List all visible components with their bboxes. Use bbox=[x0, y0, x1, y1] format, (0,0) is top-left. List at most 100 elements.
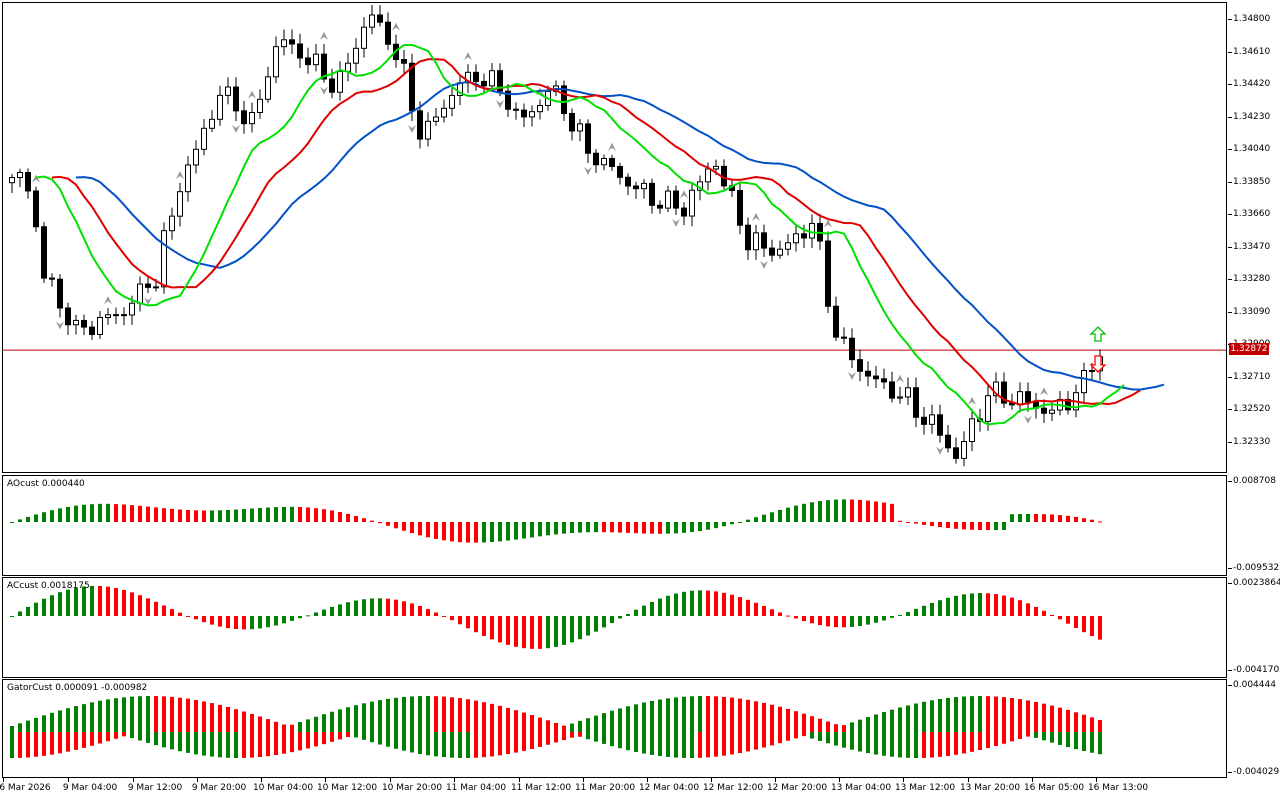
fractal-down-icon bbox=[320, 86, 328, 95]
histogram-bar bbox=[378, 522, 382, 524]
gator-upper-bar bbox=[794, 711, 798, 732]
histogram-bar bbox=[642, 522, 646, 534]
gator-upper-bar bbox=[1058, 707, 1062, 732]
histogram-bar bbox=[418, 606, 422, 616]
gator-lower-bar bbox=[362, 732, 366, 740]
histogram-bar bbox=[546, 522, 550, 536]
arrow-up-outline-icon[interactable] bbox=[1089, 326, 1107, 342]
histogram-bar bbox=[218, 510, 222, 522]
gator-upper-bar bbox=[242, 711, 246, 732]
main-price-pane[interactable] bbox=[2, 2, 1227, 473]
gator-lower-bar bbox=[498, 732, 502, 756]
gator-upper-bar bbox=[1090, 717, 1094, 732]
candle bbox=[1033, 393, 1039, 419]
fractal-up-icon bbox=[320, 31, 328, 40]
histogram-bar bbox=[682, 591, 686, 616]
histogram-bar bbox=[210, 510, 214, 522]
gator-lower-bar bbox=[330, 732, 334, 742]
histogram-bar bbox=[58, 592, 62, 616]
histogram-bar bbox=[466, 616, 470, 629]
gator-lower-bar bbox=[370, 732, 374, 743]
histogram-bar bbox=[730, 522, 734, 525]
histogram-bar bbox=[850, 616, 854, 627]
histogram-bar bbox=[698, 590, 702, 616]
histogram-bar bbox=[1018, 600, 1022, 616]
gator-lower-bar bbox=[426, 732, 430, 756]
candle bbox=[825, 231, 831, 314]
time-axis[interactable]: 6 Mar 2026 9 Mar 04:00 9 Mar 12:00 9 Mar 20… bbox=[0, 778, 1228, 800]
gator-lower-bar bbox=[290, 732, 294, 753]
ac-max-label: 0.0023864 bbox=[1233, 578, 1280, 588]
time-label: 16 Mar 05:00 bbox=[1023, 783, 1085, 793]
gator-upper-bar bbox=[42, 715, 46, 732]
gator-upper-bar bbox=[914, 703, 918, 732]
candle bbox=[673, 185, 679, 215]
histogram-bar bbox=[762, 605, 766, 616]
time-label: 10 Mar 12:00 bbox=[316, 783, 378, 793]
gator-upper-bar bbox=[850, 722, 854, 732]
candlestick-chart[interactable] bbox=[3, 3, 1226, 472]
gator-lower-bar bbox=[378, 732, 382, 745]
ao-pane[interactable]: AOcust 0.000440 bbox=[2, 475, 1227, 576]
histogram-bar bbox=[914, 608, 918, 616]
histogram-bar bbox=[562, 522, 566, 534]
gator-lower-bar bbox=[906, 732, 910, 758]
gator-upper-bar bbox=[634, 704, 638, 732]
gator-pane[interactable]: GatorCust 0.000091 -0.000982 bbox=[2, 679, 1227, 778]
gator-lower-bar bbox=[650, 732, 654, 755]
candle bbox=[993, 372, 999, 404]
candle bbox=[921, 407, 927, 435]
histogram-bar bbox=[842, 616, 846, 628]
histogram-bar bbox=[234, 616, 238, 630]
candle bbox=[169, 207, 175, 240]
alligator-teeth-line bbox=[51, 58, 1141, 406]
price-axis[interactable]: 1.34800 1.34610 1.34420 1.34230 1.34040 1.338… bbox=[1228, 2, 1280, 473]
gator-lower-bar bbox=[1098, 732, 1102, 755]
gator-lower-bar bbox=[986, 732, 990, 749]
candle bbox=[417, 101, 423, 149]
arrow-down-outline-icon[interactable] bbox=[1089, 355, 1107, 373]
gator-upper-bar bbox=[970, 696, 974, 732]
gator-lower-bar bbox=[658, 732, 662, 757]
histogram-bar bbox=[378, 598, 382, 616]
candle bbox=[73, 314, 79, 335]
gator-lower-bar bbox=[1066, 732, 1070, 748]
histogram-bar bbox=[482, 616, 486, 636]
histogram-bar bbox=[682, 522, 686, 533]
gator-lower-bar bbox=[954, 732, 958, 755]
histogram-bar bbox=[402, 522, 406, 531]
histogram-bar bbox=[306, 507, 310, 522]
histogram-bar bbox=[658, 522, 662, 534]
ac-pane[interactable]: ACcust 0.0018175 bbox=[2, 577, 1227, 678]
fractal-down-icon bbox=[496, 100, 504, 109]
gator-lower-bar bbox=[74, 732, 78, 750]
histogram-bar bbox=[770, 512, 774, 522]
candle bbox=[889, 371, 895, 403]
gator-lower-bar bbox=[226, 732, 230, 758]
candle bbox=[345, 53, 351, 82]
gator-upper-bar bbox=[234, 709, 238, 732]
gator-upper-bar bbox=[818, 718, 822, 732]
gator-lower-bar bbox=[114, 732, 118, 739]
gator-lower-bar bbox=[610, 732, 614, 747]
gator-lower-bar bbox=[538, 732, 542, 747]
histogram-bar bbox=[346, 513, 350, 522]
gator-upper-bar bbox=[426, 696, 430, 732]
gator-upper-bar bbox=[538, 717, 542, 732]
histogram-bar bbox=[474, 522, 478, 543]
fractal-down-icon bbox=[1024, 415, 1032, 424]
candle bbox=[601, 154, 607, 171]
candle bbox=[161, 222, 167, 294]
histogram-bar bbox=[370, 598, 374, 616]
candle bbox=[185, 156, 191, 202]
histogram-bar bbox=[970, 522, 974, 530]
gator-upper-bar bbox=[930, 700, 934, 732]
gator-lower-bar bbox=[514, 732, 518, 753]
fractal-up-icon bbox=[104, 296, 112, 305]
gator-upper-bar bbox=[522, 712, 526, 732]
histogram-bar bbox=[794, 616, 798, 619]
candle bbox=[201, 119, 207, 156]
candle bbox=[257, 89, 263, 119]
gator-upper-bar bbox=[698, 696, 702, 732]
gator-lower-bar bbox=[346, 732, 350, 738]
